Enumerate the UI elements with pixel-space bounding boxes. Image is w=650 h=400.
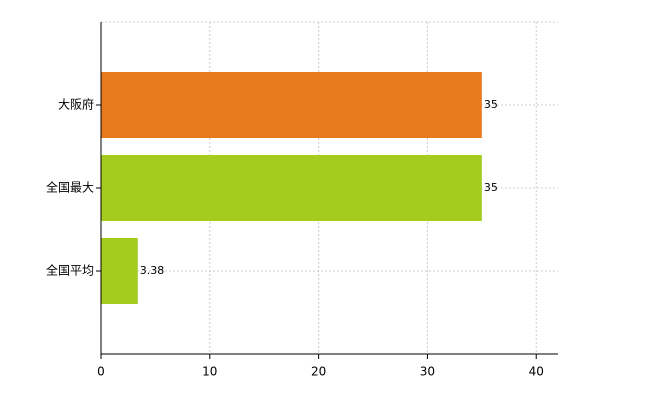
- y-tick-label: 全国平均: [46, 263, 94, 278]
- x-tick-label: 20: [311, 365, 326, 379]
- value-label: 3.38: [140, 264, 165, 277]
- value-label: 35: [484, 98, 498, 111]
- bar: [101, 238, 138, 304]
- y-tick-label: 大阪府: [58, 97, 94, 112]
- bar: [101, 72, 482, 138]
- y-tick-label: 全国最大: [46, 180, 94, 195]
- bar: [101, 155, 482, 221]
- x-tick-label: 10: [202, 365, 217, 379]
- x-tick-label: 0: [97, 365, 105, 379]
- x-tick-label: 30: [420, 365, 435, 379]
- value-label: 35: [484, 181, 498, 194]
- x-tick-label: 40: [529, 365, 544, 379]
